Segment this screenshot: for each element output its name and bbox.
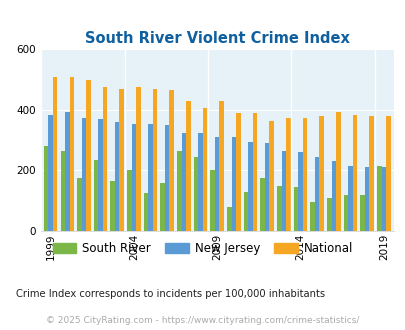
Bar: [164, 125, 169, 231]
Bar: [110, 181, 115, 231]
Text: Crime Index corresponds to incidents per 100,000 inhabitants: Crime Index corresponds to incidents per…: [16, 289, 324, 299]
Bar: [53, 77, 57, 231]
Bar: [131, 124, 136, 231]
Bar: [119, 89, 124, 231]
Bar: [94, 160, 98, 231]
Bar: [193, 157, 198, 231]
Bar: [252, 113, 257, 231]
Bar: [69, 77, 74, 231]
Bar: [264, 143, 269, 231]
Bar: [369, 116, 373, 231]
Bar: [302, 117, 307, 231]
Bar: [293, 187, 298, 231]
Bar: [226, 207, 231, 231]
Bar: [98, 119, 102, 231]
Bar: [136, 87, 140, 231]
Bar: [210, 171, 214, 231]
Bar: [347, 166, 352, 231]
Bar: [310, 202, 314, 231]
Bar: [343, 195, 347, 231]
Legend: South River, New Jersey, National: South River, New Jersey, National: [48, 237, 357, 260]
Bar: [127, 171, 131, 231]
Bar: [286, 117, 290, 231]
Bar: [314, 157, 319, 231]
Bar: [152, 89, 157, 231]
Bar: [81, 117, 86, 231]
Bar: [102, 87, 107, 231]
Bar: [65, 112, 69, 231]
Bar: [86, 80, 90, 231]
Bar: [77, 178, 81, 231]
Bar: [277, 185, 281, 231]
Bar: [243, 192, 248, 231]
Bar: [181, 133, 185, 231]
Bar: [177, 151, 181, 231]
Bar: [281, 151, 286, 231]
Bar: [115, 122, 119, 231]
Bar: [148, 124, 152, 231]
Bar: [169, 90, 174, 231]
Bar: [331, 161, 335, 231]
Bar: [298, 152, 302, 231]
Bar: [248, 142, 252, 231]
Bar: [202, 109, 207, 231]
Bar: [385, 116, 390, 231]
Bar: [376, 166, 381, 231]
Bar: [364, 167, 369, 231]
Bar: [381, 167, 385, 231]
Bar: [185, 101, 190, 231]
Bar: [44, 146, 48, 231]
Bar: [160, 182, 164, 231]
Text: © 2025 CityRating.com - https://www.cityrating.com/crime-statistics/: © 2025 CityRating.com - https://www.city…: [46, 316, 359, 325]
Bar: [352, 115, 356, 231]
Bar: [231, 137, 236, 231]
Bar: [326, 198, 331, 231]
Bar: [236, 113, 240, 231]
Bar: [60, 151, 65, 231]
Bar: [48, 115, 53, 231]
Title: South River Violent Crime Index: South River Violent Crime Index: [85, 31, 349, 46]
Bar: [269, 120, 273, 231]
Bar: [198, 133, 202, 231]
Bar: [260, 178, 264, 231]
Bar: [360, 195, 364, 231]
Bar: [219, 101, 224, 231]
Bar: [214, 137, 219, 231]
Bar: [335, 112, 340, 231]
Bar: [143, 193, 148, 231]
Bar: [319, 116, 323, 231]
